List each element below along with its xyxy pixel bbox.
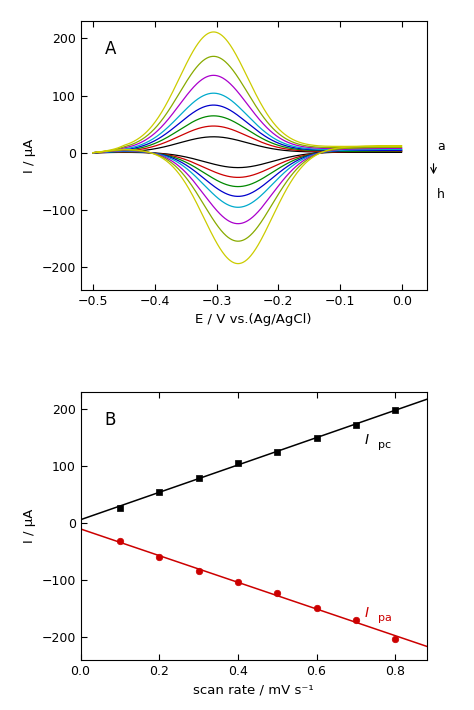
Text: B: B	[105, 410, 116, 429]
Point	[313, 602, 320, 613]
X-axis label: E / V vs.(Ag/AgCl): E / V vs.(Ag/AgCl)	[195, 313, 312, 326]
Point	[352, 615, 360, 626]
Y-axis label: I / μA: I / μA	[23, 138, 36, 173]
Point	[273, 587, 281, 599]
Point	[155, 552, 163, 563]
Text: h: h	[437, 187, 445, 201]
Point	[313, 432, 320, 443]
Point	[352, 420, 360, 431]
Point	[116, 502, 124, 513]
Text: a: a	[437, 140, 445, 153]
X-axis label: scan rate / mV s⁻¹: scan rate / mV s⁻¹	[193, 684, 314, 697]
Point	[195, 472, 202, 484]
Text: A: A	[105, 40, 116, 58]
Point	[392, 633, 399, 645]
Point	[273, 447, 281, 458]
Point	[392, 405, 399, 416]
Text: $\mathrm{pc}$: $\mathrm{pc}$	[377, 439, 392, 452]
Y-axis label: I / μA: I / μA	[23, 509, 36, 543]
Text: $\mathrm{pa}$: $\mathrm{pa}$	[377, 613, 392, 625]
Text: $\mathit{I}$: $\mathit{I}$	[364, 433, 369, 447]
Point	[234, 577, 242, 588]
Point	[234, 457, 242, 469]
Point	[195, 565, 202, 577]
Point	[155, 486, 163, 498]
Text: $\mathit{I}$: $\mathit{I}$	[364, 606, 369, 621]
Point	[116, 536, 124, 547]
